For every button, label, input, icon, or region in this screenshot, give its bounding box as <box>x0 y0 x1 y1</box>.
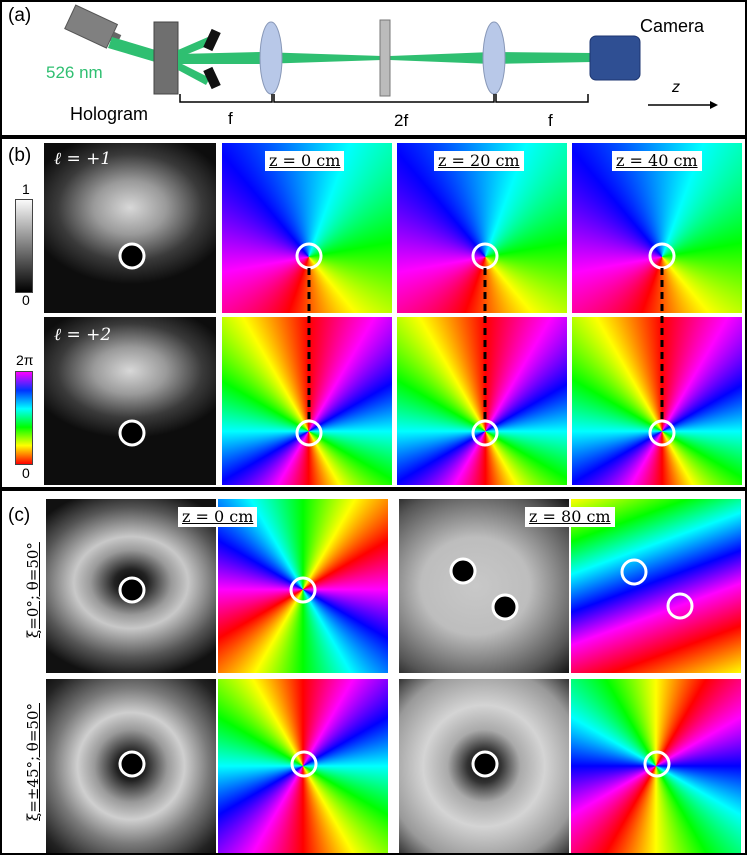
phase-l1-z40-image <box>572 143 742 313</box>
lens-2-icon <box>482 21 506 95</box>
z40-tag: z = 40 cm <box>612 151 702 171</box>
camera-icon <box>589 35 641 81</box>
focal-length-label-1: f <box>228 109 233 128</box>
l2-label: ℓ = +2 <box>54 325 112 345</box>
vortex-marker <box>471 419 499 447</box>
phase-c-r2-z80-image <box>571 679 741 853</box>
phase-max-label: 2π <box>16 352 34 368</box>
vortex-marker <box>643 750 671 778</box>
vortex-marker <box>648 419 676 447</box>
z20-tag: z = 20 cm <box>434 151 524 171</box>
phase-min-label: 0 <box>22 465 30 481</box>
c-z0-tag: z = 0 cm <box>178 507 258 527</box>
wavelength-label: 526 nm <box>46 63 103 82</box>
vortex-marker <box>289 576 317 604</box>
row1-label: ξ=0°; θ=50° <box>24 542 42 638</box>
mirror-bottom-icon <box>203 66 221 90</box>
phase-l1-z20-image <box>397 143 567 313</box>
input-beam <box>108 37 162 64</box>
intensity-l1-image <box>44 143 216 313</box>
lens-1-icon <box>259 21 283 95</box>
intensity-c-r2-z80-image <box>399 679 569 853</box>
vortex-marker <box>491 593 519 621</box>
phase-c-r1-z0-image <box>218 499 388 673</box>
phase-l2-z40-image <box>572 317 742 485</box>
camera-label: Camera <box>640 16 705 36</box>
panel-b: (b) 1 0 2π 0 ℓ = +1 ℓ = +2 z = 0 cm z = … <box>0 137 747 489</box>
phase-c-r1-z80-image <box>571 499 741 673</box>
panel-b-label: (b) <box>8 145 32 166</box>
vortex-marker <box>648 242 676 270</box>
intensity-c-r1-z0-image <box>46 499 216 673</box>
panel-a-label: (a) <box>8 5 32 26</box>
focal-length-label-2: 2f <box>394 111 408 130</box>
z-axis-label: z <box>671 79 680 96</box>
vortex-marker <box>471 750 499 778</box>
mirror-top-icon <box>203 28 221 52</box>
vortex-marker <box>118 419 146 447</box>
vortex-marker <box>295 242 323 270</box>
vortex-marker <box>118 576 146 604</box>
vortex-marker <box>118 242 146 270</box>
panel-a: (a) 526 nm <box>0 0 747 137</box>
vortex-marker <box>449 557 477 585</box>
optical-setup-diagram: 526 nm Hologram Camera f 2f f z <box>46 4 718 130</box>
vortex-marker <box>620 558 648 586</box>
filter-icon <box>379 19 391 97</box>
c-z80-tag: z = 80 cm <box>525 507 615 527</box>
main-beam <box>260 52 382 64</box>
hologram-label: Hologram <box>70 104 148 124</box>
panel-c-label: (c) <box>8 505 31 526</box>
phase-colorbar <box>15 371 33 465</box>
intensity-l2-image <box>44 317 216 485</box>
intensity-colorbar <box>15 199 33 293</box>
intensity-max-label: 1 <box>22 181 30 197</box>
vortex-marker <box>295 419 323 447</box>
phase-l2-z0-image <box>222 317 392 485</box>
phase-l2-z20-image <box>397 317 567 485</box>
intensity-min-label: 0 <box>22 292 30 308</box>
phase-c-r2-z0-image <box>218 679 388 853</box>
z0-tag: z = 0 cm <box>265 151 345 171</box>
vortex-marker <box>118 750 146 778</box>
hologram-icon <box>153 21 179 95</box>
vortex-marker <box>471 242 499 270</box>
intensity-c-r2-z0-image <box>46 679 216 853</box>
vortex-marker <box>290 750 318 778</box>
row2-label: ξ=±45°; θ=50° <box>24 703 42 821</box>
vortex-marker <box>666 592 694 620</box>
l1-label: ℓ = +1 <box>54 149 112 169</box>
intensity-c-r1-z80-image <box>399 499 569 673</box>
focal-length-label-3: f <box>548 111 553 130</box>
phase-l1-z0-image <box>222 143 392 313</box>
panel-c: (c) ξ=0°; θ=50° ξ=±45°; θ=50° z = 0 cm z… <box>0 489 747 855</box>
